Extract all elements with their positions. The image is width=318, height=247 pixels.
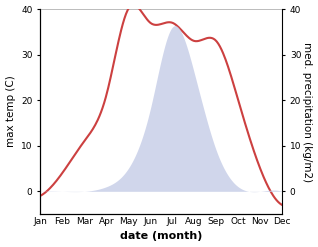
X-axis label: date (month): date (month) xyxy=(120,231,203,242)
Y-axis label: med. precipitation (kg/m2): med. precipitation (kg/m2) xyxy=(302,41,313,182)
Y-axis label: max temp (C): max temp (C) xyxy=(5,76,16,147)
